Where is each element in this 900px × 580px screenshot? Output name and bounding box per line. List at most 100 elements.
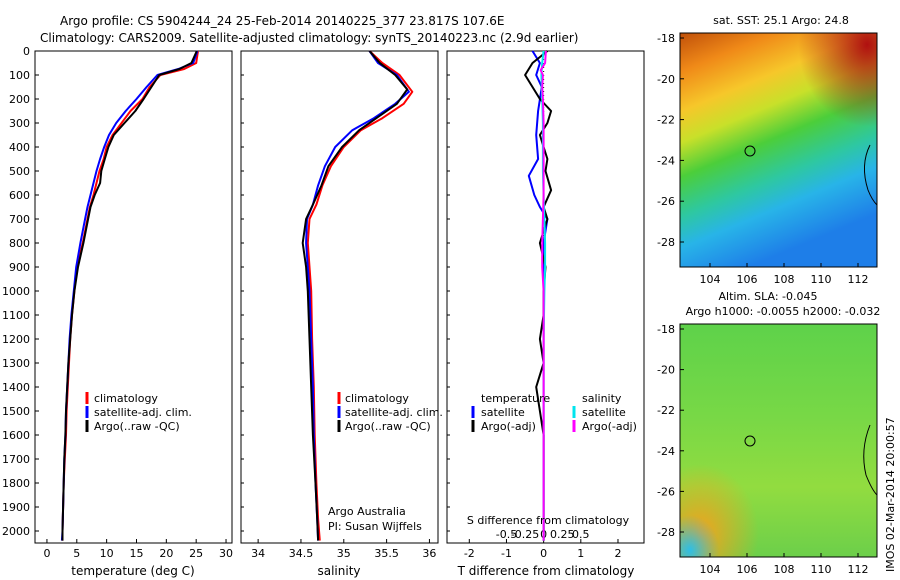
legend-climatology-label: climatology (94, 392, 158, 405)
depth-tick-label: 400 (9, 141, 30, 154)
sla-map-title1: Altim. SLA: -0.045 (718, 290, 817, 303)
map-x-tick-label: 112 (848, 273, 869, 286)
salinity-panel-frame (240, 50, 439, 544)
depth-tick-label: 1600 (2, 429, 30, 442)
map-y-tick-label: -26 (657, 485, 675, 498)
temperature-panel-frame (34, 50, 233, 544)
x-tick-label: 36 (422, 547, 436, 560)
series-line-climatology (61, 50, 199, 541)
series-line-salinity-argo-adj- (539, 50, 547, 541)
map-y-tick-label: -22 (657, 404, 675, 417)
series-line-climatology (306, 50, 414, 541)
s-tick-label: -0.25 (511, 528, 539, 541)
series-line-temperature-argo-adj- (524, 50, 553, 541)
map-y-tick-label: -18 (657, 323, 675, 336)
sst-map-frame (679, 32, 878, 268)
difference-legend: temperature satellite Argo(-adj) salinit… (471, 392, 637, 433)
x-tick-label: 15 (129, 547, 143, 560)
map-y-tick-label: -24 (657, 445, 675, 458)
map-x-tick-label: 108 (774, 273, 795, 286)
depth-tick-label: 1900 (2, 501, 30, 514)
map-y-tick-label: -28 (657, 526, 675, 539)
salinity-plot: 34 34.5 35 35.5 36 (241, 50, 436, 560)
sst-profile-location-marker (744, 145, 756, 157)
s-tick-label: 0.5 (572, 528, 590, 541)
temperature-xlabel: temperature (deg C) (71, 564, 194, 578)
salinity-xlabel: salinity (317, 564, 360, 578)
depth-tick-label: 100 (9, 69, 30, 82)
credit-line1: Argo Australia (328, 505, 406, 518)
depth-tick-label: 800 (9, 237, 30, 250)
map-x-tick-label: 108 (774, 563, 795, 576)
map-y-tick-label: -18 (657, 32, 675, 45)
depth-tick-label: 200 (9, 93, 30, 106)
x-tick-label: -1 (501, 547, 512, 560)
depth-tick-label: 1100 (2, 309, 30, 322)
temperature-legend: climatology satellite-adj. clim. Argo(..… (85, 392, 192, 433)
legend-argo-label: Argo(..raw -QC) (94, 420, 180, 433)
imos-timestamp: IMOS 02-Mar-2014 20:00:57 (884, 417, 897, 572)
map-x-tick-label: 104 (700, 273, 721, 286)
depth-tick-label: 1700 (2, 453, 30, 466)
series-line-satellite-adj-clim- (305, 50, 410, 541)
legend-argo-label: Argo(..raw -QC) (345, 420, 431, 433)
x-tick-label: -2 (464, 547, 475, 560)
sla-map-title2: Argo h1000: -0.0055 h2000: -0.032 (686, 305, 881, 318)
depth-tick-label: 500 (9, 165, 30, 178)
depth-axis: 0 100 200 300 400 500 600 700 800 900 1000 1100 1200… (2, 45, 39, 538)
map-y-tick-label: -24 (657, 154, 675, 167)
x-tick-label: 34.5 (289, 547, 314, 560)
map-x-tick-label: 110 (811, 273, 832, 286)
diff-temp-title: temperature (481, 392, 550, 405)
x-tick-label: 34 (251, 547, 265, 560)
diff-sal-argo-label: Argo(-adj) (582, 420, 637, 433)
temperature-plot: 0 5 10 15 20 25 30 (35, 50, 233, 560)
s-tick-label: -0.5 (496, 528, 517, 541)
difference-xlabel: T difference from climatology (457, 564, 635, 578)
map-y-tick-label: -22 (657, 114, 675, 127)
map-x-tick-label: 106 (737, 273, 758, 286)
sla-map-yaxis: -18 -20 -22 -24 -26 -28 (657, 323, 684, 539)
x-tick-label: 0 (540, 547, 547, 560)
salinity-legend: climatology satellite-adj. clim. Argo(..… (337, 392, 443, 433)
sst-map-warm-core (680, 33, 877, 267)
depth-tick-label: 2000 (2, 525, 30, 538)
depth-tick-label: 1200 (2, 333, 30, 346)
depth-tick-label: 0 (23, 45, 30, 58)
depth-tick-label: 300 (9, 117, 30, 130)
sst-map (679, 32, 878, 268)
x-tick-label: 1 (577, 547, 584, 560)
legend-satellite-label: satellite-adj. clim. (345, 406, 443, 419)
difference-plot: -2 -1 0 1 2-0.5-0.25 0 0.250.5 (447, 50, 621, 560)
sla-coastline (863, 424, 878, 496)
series-line-argo-raw-qc- (301, 50, 409, 541)
map-y-tick-label: -20 (657, 73, 675, 86)
x-tick-label: 10 (100, 547, 114, 560)
sst-map-xaxis: 104 106 108 110 112 (700, 263, 869, 286)
x-tick-label: 5 (73, 547, 80, 560)
s-difference-label: S difference from climatology (467, 514, 630, 527)
x-tick-label: 30 (219, 547, 233, 560)
header-line1: Argo profile: CS 5904244_24 25-Feb-2014 … (60, 14, 505, 28)
diff-temp-argo-label: Argo(-adj) (481, 420, 536, 433)
diff-sal-title: salinity (582, 392, 622, 405)
sst-map-yaxis: -18 -20 -22 -24 -26 -28 (657, 32, 684, 249)
map-y-tick-label: -28 (657, 236, 675, 249)
sla-profile-location-marker (744, 435, 756, 447)
series-line-argo-raw-qc- (61, 50, 198, 541)
depth-tick-label: 700 (9, 213, 30, 226)
sla-map-cool-patch (680, 324, 877, 557)
sla-map (679, 323, 878, 558)
x-tick-label: 35 (337, 547, 351, 560)
x-tick-label: 25 (189, 547, 203, 560)
sla-map-frame (679, 323, 878, 558)
depth-tick-label: 1500 (2, 405, 30, 418)
x-tick-label: 35.5 (374, 547, 399, 560)
depth-tick-label: 1300 (2, 357, 30, 370)
map-y-tick-label: -20 (657, 364, 675, 377)
x-tick-label: 0 (43, 547, 50, 560)
depth-tick-label: 1800 (2, 477, 30, 490)
sla-map-xaxis: 104 106 108 110 112 (700, 553, 869, 576)
sst-map-title: sat. SST: 25.1 Argo: 24.8 (713, 14, 849, 27)
